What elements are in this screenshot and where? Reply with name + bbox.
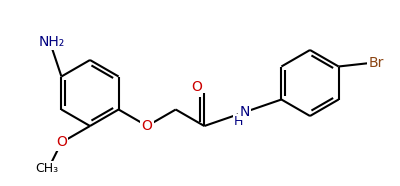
Text: O: O [56, 135, 67, 150]
Text: H: H [234, 115, 244, 128]
Text: CH₃: CH₃ [35, 162, 58, 175]
Text: O: O [142, 119, 152, 133]
Text: NH₂: NH₂ [38, 35, 65, 49]
Text: N: N [240, 105, 250, 119]
Text: Br: Br [368, 56, 384, 70]
Text: O: O [191, 80, 202, 94]
